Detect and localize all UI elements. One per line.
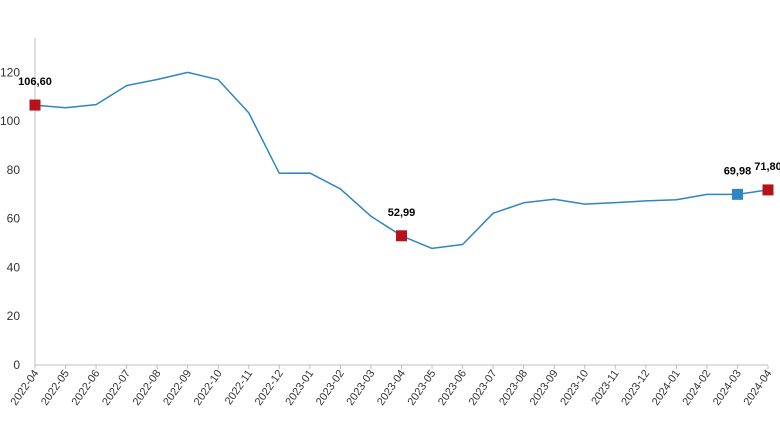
y-tick-label: 0 (13, 358, 20, 372)
y-tick-label: 120 (0, 65, 20, 79)
x-tick-label: 2024-01 (650, 368, 683, 408)
y-axis-ticks: 0 20 40 60 80 100 120 (0, 65, 20, 372)
x-tick-label: 2023-11 (589, 368, 622, 407)
x-tick-label: 2022-09 (161, 368, 194, 408)
x-tick-label: 2023-01 (283, 368, 316, 408)
series-line (34, 71, 769, 250)
y-tick-label: 40 (7, 260, 21, 274)
x-tick-label: 2023-05 (406, 368, 439, 408)
y-tick-label: 60 (7, 212, 21, 226)
x-tick-label: 2023-12 (619, 368, 652, 408)
x-tick-label: 2022-05 (39, 368, 72, 408)
data-label: 52,99 (388, 207, 416, 219)
data-label: 106,60 (18, 76, 52, 88)
x-tick-label: 2023-08 (497, 368, 530, 408)
x-tick-label: 2024-03 (711, 368, 744, 408)
y-tick-label: 20 (7, 309, 21, 323)
highlight-marker (29, 99, 41, 111)
y-tick-label: 100 (0, 114, 20, 128)
x-tick-label: 2023-10 (558, 368, 591, 408)
highlight-marker (731, 188, 743, 200)
x-tick-label: 2022-10 (192, 368, 225, 408)
highlight-markers (29, 99, 774, 242)
x-tick-label: 2023-04 (375, 368, 408, 408)
x-tick-label: 2023-03 (344, 368, 377, 408)
axes (34, 38, 768, 366)
x-tick-label: 2023-07 (467, 368, 500, 408)
x-tick-label: 2022-11 (223, 368, 256, 407)
x-tick-label: 2022-08 (131, 368, 164, 408)
y-tick-label: 80 (7, 163, 21, 177)
x-tick-label: 2023-02 (314, 368, 347, 408)
x-tick-label: 2022-06 (70, 368, 103, 408)
x-tick-label: 2023-06 (436, 368, 469, 408)
highlight-marker (396, 230, 407, 242)
x-tick-label: 2024-02 (680, 368, 713, 408)
data-labels: 106,60 52,99 69,98 71,80 (18, 76, 780, 219)
x-tick-label: 2022-07 (100, 368, 133, 408)
x-tick-label: 2022-12 (253, 368, 286, 408)
highlight-marker (762, 184, 774, 196)
data-label: 71,80 (754, 161, 780, 173)
x-tick-label: 2022-04 (8, 368, 41, 408)
series-lines (34, 71, 769, 250)
data-label: 69,98 (724, 165, 752, 177)
x-tick-label: 2023-09 (528, 368, 561, 408)
x-tick-label: 2024-04 (741, 368, 774, 408)
x-axis-ticks: 2022-042022-052022-062022-072022-082022-… (8, 365, 774, 408)
